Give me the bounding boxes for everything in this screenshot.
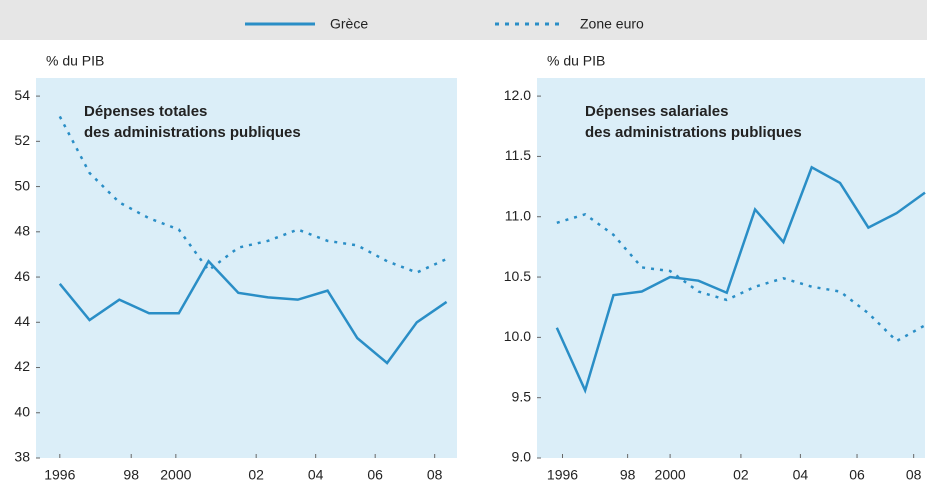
y-tick-label: 44: [14, 313, 30, 329]
x-tick-label: 04: [308, 467, 324, 483]
y-tick-label: 10.5: [504, 268, 531, 284]
y-tick-label: 10.0: [504, 328, 531, 344]
y-tick-label: 54: [14, 87, 30, 103]
x-tick-label: 2000: [160, 467, 191, 483]
x-tick-label: 08: [427, 467, 443, 483]
annotation-line: Dépenses salariales: [585, 103, 728, 120]
x-tick-label: 08: [906, 467, 922, 483]
y-tick-label: 9.5: [512, 388, 532, 404]
annotation-line: des administrations publiques: [585, 124, 802, 141]
y-axis-label: % du PIB: [46, 53, 104, 69]
series-line: [58, 259, 448, 365]
x-tick-label: 06: [849, 467, 865, 483]
annotation-line: Dépenses totales: [84, 103, 207, 120]
x-tick-label: 1996: [44, 467, 75, 483]
y-tick-label: 40: [14, 403, 30, 419]
y-tick-label: 46: [14, 268, 30, 284]
y-tick-label: 52: [14, 132, 30, 148]
x-tick-label: 06: [367, 467, 383, 483]
legend-label: Grèce: [330, 16, 368, 32]
y-tick-label: 42: [14, 358, 30, 374]
x-tick-label: 04: [793, 467, 809, 483]
y-tick-label: 48: [14, 223, 30, 239]
x-tick-label: 02: [248, 467, 264, 483]
x-tick-label: 2000: [655, 467, 686, 483]
annotation: Dépenses salariales des administrations p…: [585, 103, 802, 141]
series-line: [555, 165, 926, 395]
annotation: Dépenses totales des administrations publ…: [84, 103, 301, 141]
plot-area: [36, 78, 457, 458]
x-tick-label: 1996: [547, 467, 578, 483]
y-tick-label: 11.0: [505, 207, 531, 223]
x-tick-label: 02: [733, 467, 749, 483]
plot-area: [537, 78, 925, 458]
x-tick-label: 98: [620, 467, 636, 483]
y-tick-label: 12.0: [504, 87, 531, 103]
x-tick-label: 98: [123, 467, 139, 483]
y-tick-label: 50: [14, 177, 30, 193]
y-tick-label: 38: [14, 449, 30, 465]
legend-label: Zone euro: [580, 16, 644, 32]
y-tick-label: 9.0: [512, 449, 532, 465]
y-tick-label: 11.5: [505, 147, 531, 163]
annotation-line: des administrations publiques: [84, 124, 301, 141]
series-line: [556, 212, 926, 343]
legend-band: [0, 0, 927, 40]
y-axis-label: % du PIB: [547, 53, 605, 69]
